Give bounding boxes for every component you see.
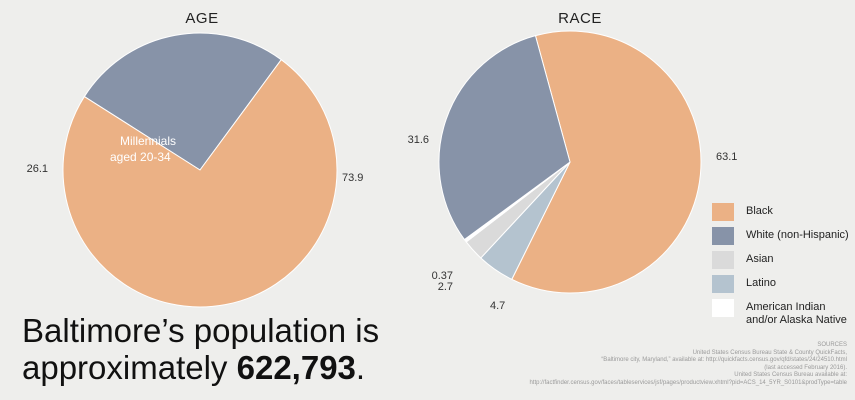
age-inner-label-line2: aged 20-34 — [110, 150, 171, 164]
sources-line: United States Census Bureau State & Coun… — [692, 349, 847, 356]
headline-prefix: approximately — [22, 349, 237, 386]
legend-item: American Indian and/or Alaska Native — [712, 299, 852, 333]
legend-swatch — [712, 275, 734, 293]
race-value-label: 63.1 — [716, 151, 737, 163]
headline-line2: approximately 622,793. — [22, 349, 379, 386]
race-value-label: 4.7 — [490, 300, 505, 312]
legend-label: American Indian and/or Alaska Native — [746, 301, 847, 326]
race-value-label: 0.37 — [432, 270, 453, 282]
legend-swatch — [712, 299, 734, 317]
age-value-label: 73.9 — [342, 172, 363, 184]
legend-item: Latino — [712, 275, 852, 299]
legend-label: Latino — [746, 277, 776, 289]
sources-heading: SOURCES — [817, 342, 847, 348]
sources-block: SOURCES United States Census Bureau Stat… — [517, 342, 847, 387]
legend-label: Black — [746, 205, 773, 217]
race-value-label: 2.7 — [438, 281, 453, 293]
legend-item: White (non-Hispanic) — [712, 227, 852, 251]
race-pie: 4.7 2.70.37 31.6 63.1 — [408, 30, 737, 312]
age-slice-millennials-aged-20-34 — [83, 32, 282, 171]
headline-line1: Baltimore’s population is — [22, 312, 380, 349]
legend-swatch — [712, 251, 734, 269]
sources-line: United States Census Bureau available at… — [734, 372, 847, 378]
age-inner-label-line1: Millennials — [120, 134, 176, 148]
race-slice-black — [511, 30, 702, 294]
race-slice-white-non-hispanic — [438, 35, 571, 241]
age-chart-title: AGE — [185, 10, 219, 27]
sources-line: http://factfinder.census.gov/faces/table… — [529, 379, 847, 386]
race-legend: Black White (non-Hispanic) Asian Latino … — [712, 203, 852, 333]
age-pie: 26.1 73.9 — [27, 32, 363, 308]
legend-swatch — [712, 203, 734, 221]
population-number: 622,793 — [236, 349, 356, 386]
headline-suffix: . — [355, 349, 366, 386]
age-value-label: 26.1 — [27, 163, 48, 175]
legend-item: Asian — [712, 251, 852, 275]
legend-swatch — [712, 227, 734, 245]
race-value-label: 31.6 — [408, 134, 429, 146]
sources-line: (last accessed February 2016). — [764, 364, 847, 371]
sources-line: “Baltimore city, Maryland,” available at… — [601, 357, 847, 363]
race-chart-title: RACE — [558, 10, 602, 27]
legend-label: White (non-Hispanic) — [746, 229, 849, 241]
legend-item: Black — [712, 203, 852, 227]
population-headline: Baltimore’s population is approximately … — [22, 312, 379, 386]
legend-label: Asian — [746, 253, 774, 265]
age-slice-1 — [62, 59, 338, 308]
